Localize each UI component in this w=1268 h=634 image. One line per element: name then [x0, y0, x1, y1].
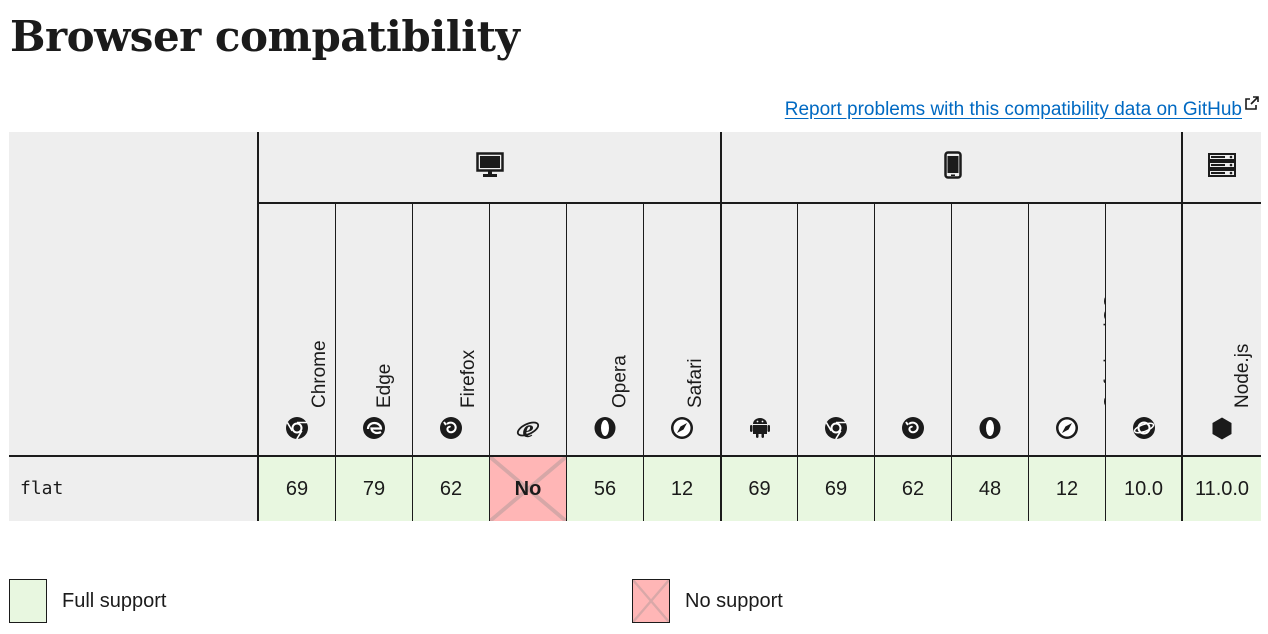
- svg-text:e: e: [522, 416, 533, 440]
- browser-header-node-js: Node.js: [1181, 204, 1261, 456]
- support-cell-edge[interactable]: 79: [335, 455, 412, 521]
- report-link-label: Report problems with this compatibility …: [784, 99, 1242, 120]
- legend-no-support: No support: [632, 579, 783, 623]
- full-support-swatch: [9, 579, 47, 623]
- platform-desktop: [257, 132, 721, 204]
- support-value: 10.0: [1124, 478, 1163, 500]
- browser-header-opera-android: Opera Android: [951, 204, 1050, 456]
- support-cell-opera[interactable]: 56: [566, 455, 643, 521]
- no-support-swatch: [632, 579, 670, 623]
- edge-icon: [362, 416, 386, 440]
- support-cell-safari[interactable]: 12: [643, 455, 720, 521]
- report-problems-link[interactable]: Report problems with this compatibility …: [785, 95, 1260, 121]
- samsung-internet-icon: [1132, 416, 1156, 440]
- internet-explorer-icon: e: [516, 416, 540, 440]
- mobile-icon: [944, 150, 962, 184]
- chrome-icon: [824, 416, 848, 440]
- platform-server: [1181, 132, 1261, 204]
- support-cell-firefox[interactable]: 62: [412, 455, 489, 521]
- safari-icon: [1055, 416, 1079, 440]
- chrome-icon: [285, 416, 309, 440]
- browser-name: Opera: [609, 355, 631, 408]
- support-cell-chrome[interactable]: 69: [257, 455, 335, 521]
- support-value: 79: [362, 478, 386, 500]
- table-corner: [9, 132, 258, 456]
- support-value: 12: [670, 478, 694, 500]
- support-value: 12: [1055, 478, 1079, 500]
- firefox-icon: [901, 416, 925, 440]
- browser-header-internet-explorer: Internet Explorere: [489, 204, 597, 456]
- support-value: 69: [285, 478, 309, 500]
- support-cell-safari-on-ios[interactable]: 12: [1028, 455, 1105, 521]
- support-value: 69: [748, 478, 771, 500]
- support-cell-firefox-for-android[interactable]: 62: [874, 455, 951, 521]
- browser-header-chrome-android: Chrome Android: [797, 204, 904, 456]
- support-cell-chrome-android[interactable]: 69: [797, 455, 874, 521]
- browser-header-chrome: Chrome: [257, 204, 335, 456]
- support-value: 11.0.0: [1194, 478, 1250, 500]
- browser-header-safari: Safari: [643, 204, 720, 456]
- legend-full-support-label: Full support: [62, 589, 167, 612]
- support-value: No: [514, 478, 542, 500]
- browser-header-safari-on-ios: Safari on iOS: [1028, 204, 1123, 456]
- browser-name: Safari: [684, 358, 706, 408]
- legend-full-support: Full support: [9, 579, 167, 623]
- support-value: 62: [901, 478, 925, 500]
- browser-name: Node.js: [1232, 343, 1254, 408]
- safari-icon: [670, 416, 694, 440]
- browser-name: Firefox: [458, 349, 480, 408]
- support-value: 62: [439, 478, 463, 500]
- page-title: Browser compatibility: [10, 12, 520, 61]
- support-cell-samsung-internet[interactable]: 10.0: [1105, 455, 1181, 521]
- browser-header-samsung-internet: Samsung Internet: [1105, 204, 1217, 456]
- browser-header-webview-android: WebView Android: [720, 204, 833, 456]
- feature-name: flat: [9, 455, 258, 521]
- android-icon: [748, 416, 772, 440]
- server-icon: [1208, 152, 1236, 182]
- support-cell-opera-android[interactable]: 48: [951, 455, 1028, 521]
- firefox-icon: [439, 416, 463, 440]
- browser-name: Edge: [374, 363, 396, 408]
- nodejs-icon: [1210, 416, 1234, 440]
- support-cell-node-js[interactable]: 11.0.0: [1181, 455, 1261, 521]
- browser-header-opera: Opera: [566, 204, 643, 456]
- support-value: 48: [978, 478, 1002, 500]
- desktop-icon: [476, 151, 504, 183]
- legend-no-support-label: No support: [685, 589, 783, 612]
- opera-icon: [593, 416, 617, 440]
- support-value: 69: [824, 478, 848, 500]
- browser-header-firefox: Firefox: [412, 204, 489, 456]
- browser-header-firefox-for-android: Firefox for Android: [874, 204, 990, 456]
- support-value: 56: [593, 478, 617, 500]
- support-cell-internet-explorer[interactable]: No: [489, 455, 566, 521]
- opera-icon: [978, 416, 1002, 440]
- browser-name: Chrome: [308, 340, 330, 408]
- browser-header-edge: Edge: [335, 204, 412, 456]
- external-link-icon: [1244, 95, 1260, 114]
- support-cell-webview-android[interactable]: 69: [720, 455, 797, 521]
- compat-table: Chrome Edge Firefox Internet Explorere Opera…: [9, 132, 1261, 521]
- platform-mobile: [720, 132, 1184, 204]
